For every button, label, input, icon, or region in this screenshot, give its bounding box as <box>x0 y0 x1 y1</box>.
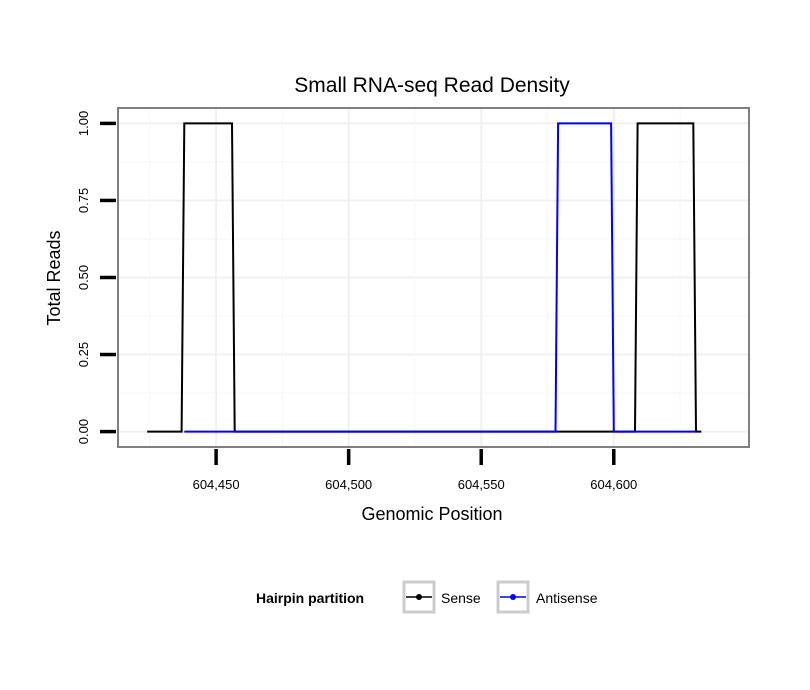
y-tick-label: 0.25 <box>76 342 91 367</box>
grid <box>118 108 749 447</box>
y-tick-label: 1.00 <box>76 111 91 136</box>
y-axis: 0.00 0.25 0.50 0.75 1.00 <box>76 111 116 444</box>
x-tick-label: 604,600 <box>590 477 637 492</box>
x-axis-title: Genomic Position <box>361 504 502 524</box>
x-tick-label: 604,450 <box>193 477 240 492</box>
x-tick-label: 604,550 <box>458 477 505 492</box>
legend-item-sense: Sense <box>402 580 481 614</box>
y-axis-title: Total Reads <box>44 230 64 325</box>
y-tick-label: 0.75 <box>76 188 91 213</box>
legend: Hairpin partition Sense Antisense <box>256 580 598 614</box>
y-tick-label: 0.50 <box>76 265 91 290</box>
legend-label-antisense: Antisense <box>536 590 598 606</box>
x-axis: 604,450 604,500 604,550 604,600 <box>193 449 637 492</box>
plot-panel <box>117 107 750 448</box>
legend-title: Hairpin partition <box>256 590 364 606</box>
y-tick-label: 0.00 <box>76 419 91 444</box>
legend-label-sense: Sense <box>441 590 481 606</box>
chart-title: Small RNA-seq Read Density <box>294 74 570 97</box>
series-group <box>147 122 702 433</box>
legend-item-antisense: Antisense <box>496 580 598 614</box>
series-line-antisense <box>184 122 696 433</box>
x-tick-label: 604,500 <box>325 477 372 492</box>
legend-point-sense <box>416 594 422 600</box>
legend-point-antisense <box>510 594 516 600</box>
